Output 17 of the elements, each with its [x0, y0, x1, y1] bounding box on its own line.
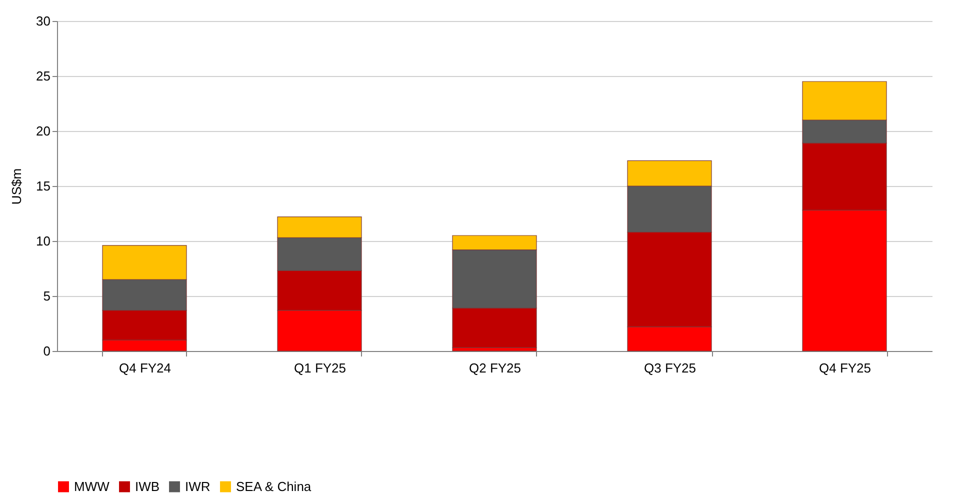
- legend-label: MWW: [74, 478, 110, 494]
- legend-label: IWB: [135, 478, 160, 494]
- y-axis-title: US$m: [9, 168, 24, 205]
- x-tick-label: Q3 FY25: [644, 360, 696, 376]
- legend-label: SEA & China: [236, 478, 312, 494]
- y-tick-label: 15: [36, 178, 50, 194]
- y-tick-label: 25: [36, 68, 50, 84]
- y-tick-label: 0: [43, 344, 50, 358]
- legend-label: IWR: [185, 478, 210, 494]
- y-tick-label: 30: [36, 14, 50, 28]
- x-tick-label: Q1 FY25: [294, 360, 346, 376]
- x-tick-label: Q2 FY25: [468, 360, 522, 376]
- x-tick-label: Q4 FY24: [118, 360, 172, 376]
- y-tick-label: 20: [36, 124, 50, 138]
- x-tick-label: Q4 FY25: [818, 360, 872, 376]
- y-tick-label: 10: [36, 234, 50, 248]
- y-tick-label: 5: [43, 288, 50, 304]
